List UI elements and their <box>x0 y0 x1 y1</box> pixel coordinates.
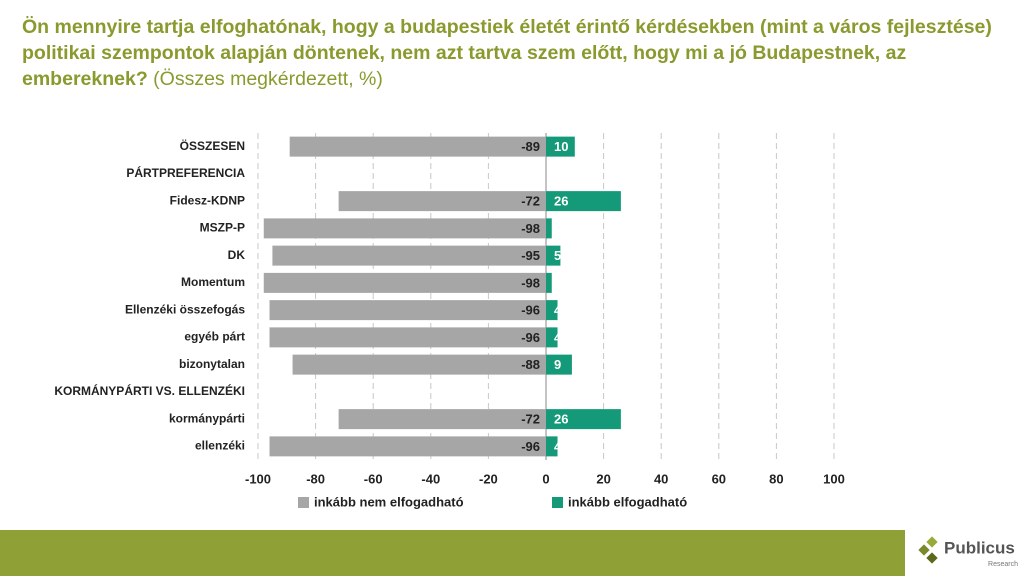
value-label: 5 <box>554 248 561 263</box>
legend-label: inkább elfogadható <box>568 494 687 509</box>
bar <box>338 409 546 430</box>
y-tick-label: Momentum <box>181 275 245 289</box>
bar <box>546 218 552 239</box>
value-label: 9 <box>554 357 561 372</box>
bar <box>269 436 546 457</box>
x-tick-label: -40 <box>421 471 440 486</box>
value-label: -72 <box>521 412 540 427</box>
y-tick-label: KORMÁNYPÁRTI VS. ELLENZÉKI <box>54 383 245 398</box>
y-tick-label: Fidesz-KDNP <box>170 193 245 207</box>
footer-band <box>0 530 905 576</box>
value-label: -89 <box>521 139 540 154</box>
bar <box>546 136 575 157</box>
y-tick-label: ÖSSZESEN <box>180 138 245 153</box>
legend-label: inkább nem elfogadható <box>314 494 464 509</box>
x-tick-label: 60 <box>712 471 726 486</box>
bar <box>546 436 558 457</box>
bar <box>263 272 546 293</box>
legend-swatch <box>552 497 563 508</box>
y-tick-label: kormánypárti <box>169 411 245 425</box>
y-tick-label: ellenzéki <box>195 439 245 453</box>
bar <box>546 245 561 266</box>
y-tick-label: bizonytalan <box>179 357 245 371</box>
value-label: 4 <box>554 330 562 345</box>
title-block: Ön mennyire tartja elfoghatónak, hogy a … <box>22 14 1012 92</box>
x-tick-label: 40 <box>654 471 668 486</box>
y-tick-label: PÁRTPREFERENCIA <box>126 165 245 180</box>
value-label: -95 <box>521 248 540 263</box>
logo-name: Publicus <box>944 538 1015 557</box>
y-tick-label: Ellenzéki összefogás <box>125 302 245 316</box>
bar <box>269 300 546 321</box>
value-label: 4 <box>554 303 562 318</box>
value-label: 4 <box>554 439 562 454</box>
x-tick-label: 20 <box>596 471 610 486</box>
value-label: 26 <box>554 412 568 427</box>
x-tick-label: 0 <box>542 471 549 486</box>
y-tick-label: egyéb párt <box>184 330 245 344</box>
bar <box>289 136 546 157</box>
y-tick-label: DK <box>228 248 246 262</box>
logo-icon <box>918 536 938 564</box>
value-label: 10 <box>554 139 568 154</box>
logo-tagline: Research <box>988 561 1018 568</box>
bar <box>292 354 546 375</box>
bar <box>546 272 552 293</box>
value-label: 26 <box>554 194 568 209</box>
bar <box>338 191 546 212</box>
value-label: -98 <box>521 275 540 290</box>
x-tick-label: 100 <box>823 471 845 486</box>
x-tick-label: -100 <box>245 471 271 486</box>
bar <box>546 327 558 348</box>
bar <box>546 191 621 212</box>
bar <box>546 300 558 321</box>
bar <box>546 354 572 375</box>
x-tick-label: -80 <box>306 471 325 486</box>
value-label: -72 <box>521 194 540 209</box>
x-tick-label: 80 <box>769 471 783 486</box>
bar <box>263 218 546 239</box>
value-label: 2 <box>554 221 561 236</box>
chart-title: Ön mennyire tartja elfoghatónak, hogy a … <box>22 16 992 90</box>
value-label: -96 <box>521 330 540 345</box>
value-label: -98 <box>521 221 540 236</box>
value-label: -96 <box>521 439 540 454</box>
y-tick-label: MSZP-P <box>200 221 245 235</box>
value-label: -88 <box>521 357 540 372</box>
chart-subtitle: (Összes megkérdezett, %) <box>153 68 383 90</box>
legend-swatch <box>298 497 309 508</box>
bar <box>546 409 621 430</box>
x-tick-label: -20 <box>479 471 498 486</box>
value-label: -96 <box>521 303 540 318</box>
bar <box>269 327 546 348</box>
value-label: 2 <box>554 275 561 290</box>
x-tick-label: -60 <box>364 471 383 486</box>
bar <box>272 245 546 266</box>
